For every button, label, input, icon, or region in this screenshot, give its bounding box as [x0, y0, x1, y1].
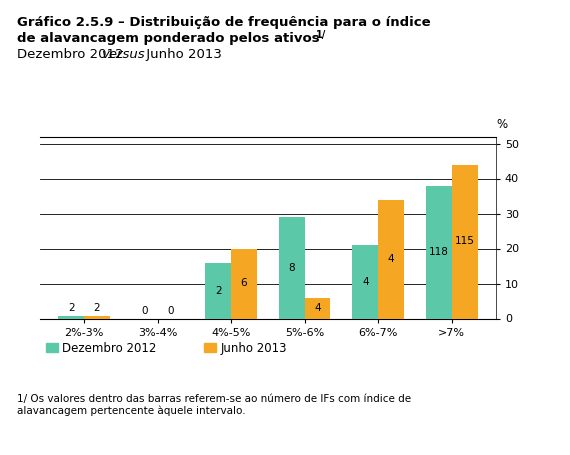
Text: %: % — [496, 118, 507, 131]
Text: de alavancagem ponderado pelos ativos: de alavancagem ponderado pelos ativos — [17, 32, 324, 45]
Text: 2: 2 — [68, 303, 75, 313]
Bar — [279, 217, 305, 318]
Text: 118: 118 — [429, 247, 449, 257]
Text: Gráfico 2.5.9 – Distribuição de frequência para o índice: Gráfico 2.5.9 – Distribuição de frequênc… — [17, 16, 431, 29]
Text: Dezembro 2012: Dezembro 2012 — [17, 48, 128, 61]
Legend: Dezembro 2012, Junho 2013: Dezembro 2012, Junho 2013 — [46, 342, 287, 354]
Bar — [378, 199, 404, 318]
Bar — [426, 186, 452, 318]
Bar — [452, 165, 478, 318]
Text: 8: 8 — [288, 263, 295, 273]
Text: 2: 2 — [93, 303, 100, 313]
Text: 0: 0 — [167, 306, 174, 316]
Bar — [205, 263, 231, 318]
Text: 4: 4 — [362, 277, 369, 287]
Bar — [84, 316, 110, 318]
Text: 115: 115 — [455, 237, 475, 247]
Text: 4: 4 — [314, 303, 321, 313]
Bar — [231, 248, 257, 318]
Text: 1/: 1/ — [316, 30, 327, 40]
Bar — [305, 298, 331, 318]
Text: 6: 6 — [241, 278, 247, 288]
Text: 1/ Os valores dentro das barras referem-se ao número de IFs com índice de
alavan: 1/ Os valores dentro das barras referem-… — [17, 394, 411, 416]
Text: versus: versus — [101, 48, 145, 61]
Text: 2: 2 — [215, 285, 222, 295]
Text: 4: 4 — [388, 254, 394, 264]
Text: Junho 2013: Junho 2013 — [142, 48, 222, 61]
Bar — [58, 316, 84, 318]
Text: 0: 0 — [141, 306, 148, 316]
Bar — [352, 245, 378, 318]
